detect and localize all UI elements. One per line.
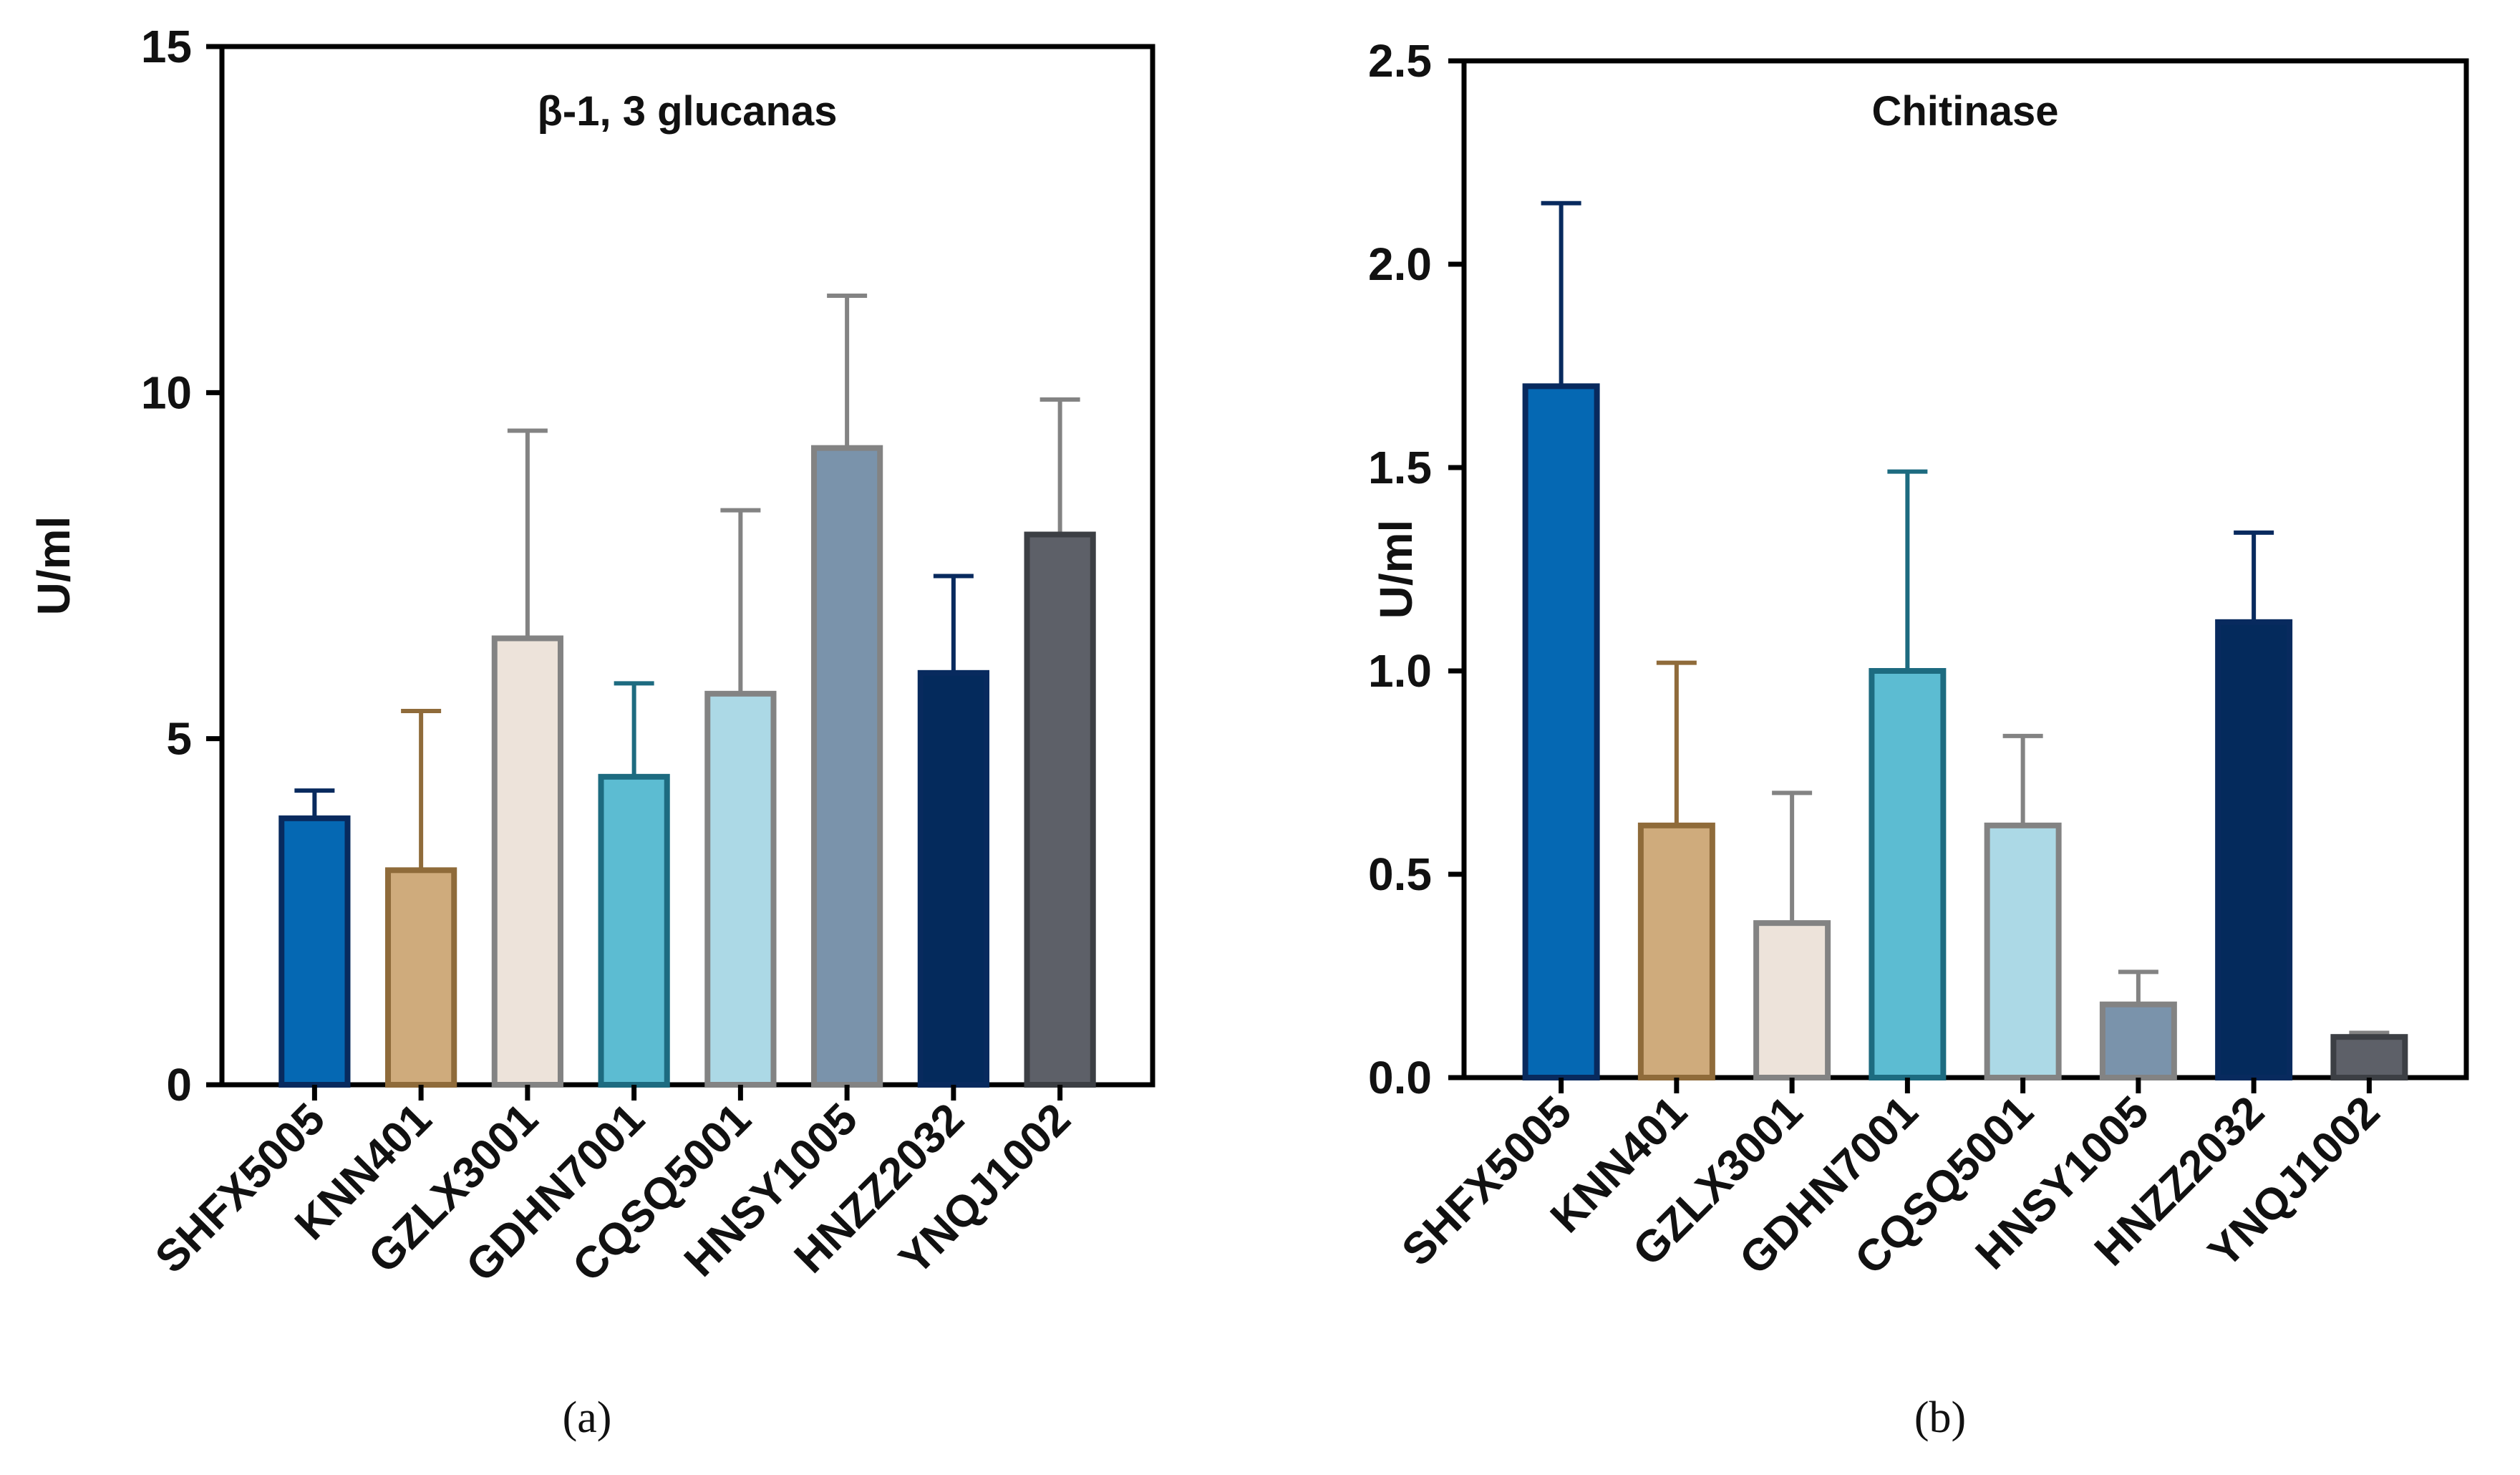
chart-a-bar-knn401	[385, 867, 457, 1088]
chart-b-ytick-label: 2.0	[1368, 238, 1432, 290]
chart-a-plot-frame	[219, 44, 1155, 1088]
chart-b-ytick-label: 1.0	[1368, 645, 1432, 697]
chart-b-ytick-label: 0.0	[1368, 1052, 1432, 1103]
chart-a-bar-ynqj1002	[1024, 531, 1096, 1088]
chart-b-bar-ynqj1002	[2330, 1034, 2408, 1080]
chart-a-ylabel: U/ml	[28, 516, 79, 616]
chart-b-bar-knn401	[1637, 822, 1715, 1080]
chart-b-bar-hnsy1005	[2099, 1001, 2177, 1081]
chart-a-bar-hnsy1005	[811, 445, 883, 1088]
chart-a-title: β-1, 3 glucanas	[538, 88, 838, 135]
chart-a-bar-hnzz2032	[917, 669, 989, 1088]
chart-b-plot-frame	[1461, 58, 2469, 1080]
chart-a-bar-gzlx3001	[491, 635, 563, 1088]
chart-b-title: Chitinase	[1871, 88, 2058, 135]
chart-b-bar-gzlx3001	[1753, 920, 1831, 1081]
chart-a-xtick-label: SHFX5005	[146, 1094, 334, 1282]
chart-b-ytick-label: 0.5	[1368, 848, 1432, 900]
chart-b-bar-hnzz2032	[2215, 619, 2293, 1080]
chart-b-ytick-label: 1.5	[1368, 442, 1432, 493]
chart-a-ytick-label: 0	[166, 1059, 192, 1111]
chart-a-bar-shfx5005	[278, 815, 351, 1088]
chart-a-bar-gdhn7001	[598, 773, 670, 1088]
chart-b-ytick-label: 2.5	[1368, 35, 1432, 87]
chart-b-bar-gdhn7001	[1869, 668, 1947, 1080]
chart-a-ytick-label: 10	[141, 367, 192, 418]
chart-b-bar-cqsq5001	[1984, 822, 2062, 1080]
chart-b-ylabel: U/ml	[1370, 520, 1422, 619]
chart-b: 0.00.51.01.52.02.5U/mlChitinaseSHFX5005K…	[1368, 35, 2469, 1285]
chart-a-bar-cqsq5001	[704, 690, 777, 1088]
chart-b-xtick-label: SHFX5005	[1392, 1087, 1581, 1275]
chart-a-ytick-label: 5	[166, 713, 192, 765]
chart-b-bar-shfx5005	[1522, 383, 1600, 1080]
panel-label-a: (a)	[562, 1393, 612, 1442]
chart-a-ytick-label: 15	[141, 21, 192, 72]
panel-label-b: (b)	[1914, 1393, 1967, 1442]
